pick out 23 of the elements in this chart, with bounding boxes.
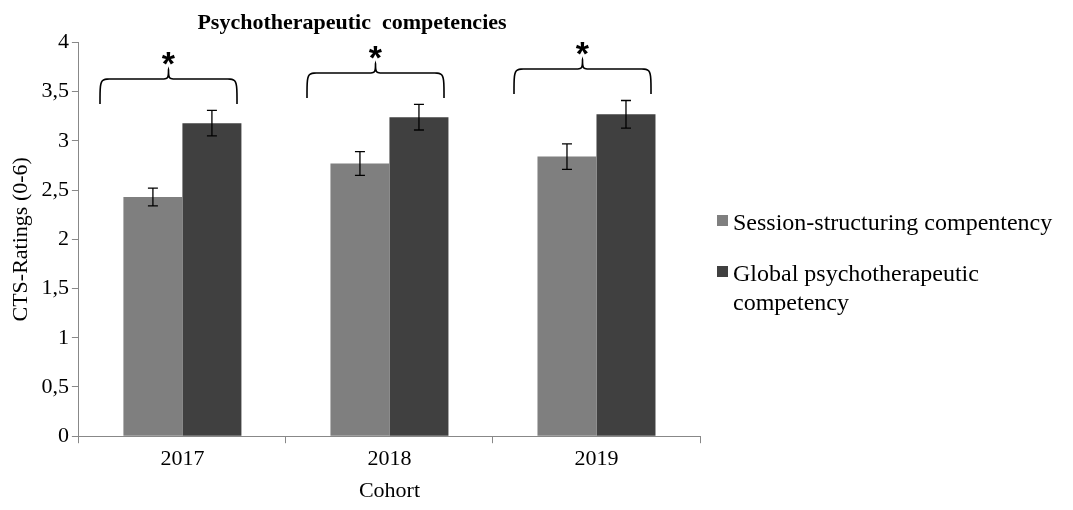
y-tick-label: 4: [57, 28, 69, 54]
x-tick-label: 2018: [367, 445, 412, 471]
y-tick-label: 1: [57, 323, 69, 349]
x-tick-label: 2019: [574, 445, 619, 471]
y-tick-label: 3,5: [41, 77, 69, 103]
legend-label: Global psychotherapeutic competency: [733, 258, 980, 317]
x-axis-title: Cohort: [358, 476, 421, 502]
bar: [182, 123, 242, 436]
annotation: *: [575, 34, 590, 73]
y-tick-label: 0,5: [41, 372, 69, 398]
annotation: *: [161, 44, 176, 83]
y-axis-title: CTS-Ratings (0-6): [6, 157, 32, 322]
legend-label: Session-structuring compentency: [733, 208, 1053, 237]
x-tick-label: 2017: [160, 445, 205, 471]
y-tick-label: 2: [57, 225, 69, 251]
annotation: *: [368, 38, 383, 77]
bar: [389, 117, 449, 436]
chart-title: Psychotherapeutic competencies: [197, 8, 508, 34]
y-tick-label: 2,5: [41, 175, 69, 201]
bar: [596, 114, 656, 436]
y-tick-label: 3: [57, 126, 69, 152]
y-tick-label: 0: [57, 421, 69, 447]
y-tick-label: 1,5: [41, 274, 69, 300]
